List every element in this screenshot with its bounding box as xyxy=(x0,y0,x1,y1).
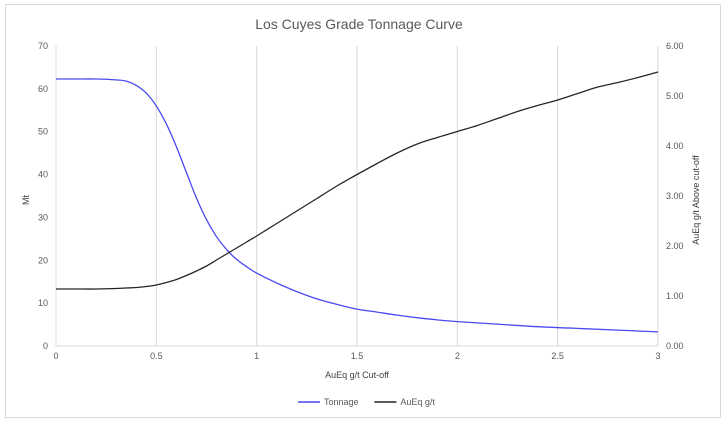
y2-tick-label: 1.00 xyxy=(666,291,684,301)
x-tick-label: 1.5 xyxy=(351,351,364,361)
series-line-aueq-g-t xyxy=(56,71,659,290)
x-tick-label: 3 xyxy=(655,351,660,361)
chart-container: Los Cuyes Grade Tonnage Curve 0 0.5 1 1.5 2 2… xyxy=(5,4,721,418)
legend: Tonnage AuEq g/t xyxy=(298,397,435,407)
axes xyxy=(55,46,658,347)
y2-axis-title: AuEq g/t Above cut-off xyxy=(691,155,701,245)
y-tick-label: 60 xyxy=(38,84,48,94)
y2-tick-label: 2.00 xyxy=(666,241,684,251)
tick-labels: 0 0.5 1 1.5 2 2.5 30102030405060700.001.002.00… xyxy=(38,41,684,361)
y-tick-label: 40 xyxy=(38,170,48,180)
y-tick-label: 0 xyxy=(43,341,48,351)
x-axis-title: AuEq g/t Cut-off xyxy=(325,370,389,380)
y-tick-label: 30 xyxy=(38,212,48,222)
grade-tonnage-chart: Los Cuyes Grade Tonnage Curve 0 0.5 1 1.5 2 2… xyxy=(21,16,701,407)
y2-tick-label: 0.00 xyxy=(666,341,684,351)
series-lines xyxy=(56,71,659,333)
y2-tick-label: 6.00 xyxy=(666,41,684,51)
y-tick-label: 10 xyxy=(38,298,48,308)
x-tick-label: 0.5 xyxy=(150,351,163,361)
series-line-tonnage xyxy=(56,78,659,333)
legend-label: Tonnage xyxy=(324,397,359,407)
y2-tick-label: 5.00 xyxy=(666,91,684,101)
y2-tick-label: 3.00 xyxy=(666,191,684,201)
x-tick-label: 2 xyxy=(455,351,460,361)
x-tick-label: 1 xyxy=(254,351,259,361)
y-tick-label: 70 xyxy=(38,41,48,51)
x-tick-label: 2.5 xyxy=(551,351,564,361)
legend-label: AuEq g/t xyxy=(400,397,435,407)
y-tick-label: 20 xyxy=(38,255,48,265)
chart-title: Los Cuyes Grade Tonnage Curve xyxy=(255,16,463,32)
y-tick-label: 50 xyxy=(38,127,48,137)
x-tick-label: 0 xyxy=(53,351,58,361)
y2-tick-label: 4.00 xyxy=(666,141,684,151)
y-axis-title: Mt xyxy=(21,195,31,205)
gridlines xyxy=(155,46,659,346)
